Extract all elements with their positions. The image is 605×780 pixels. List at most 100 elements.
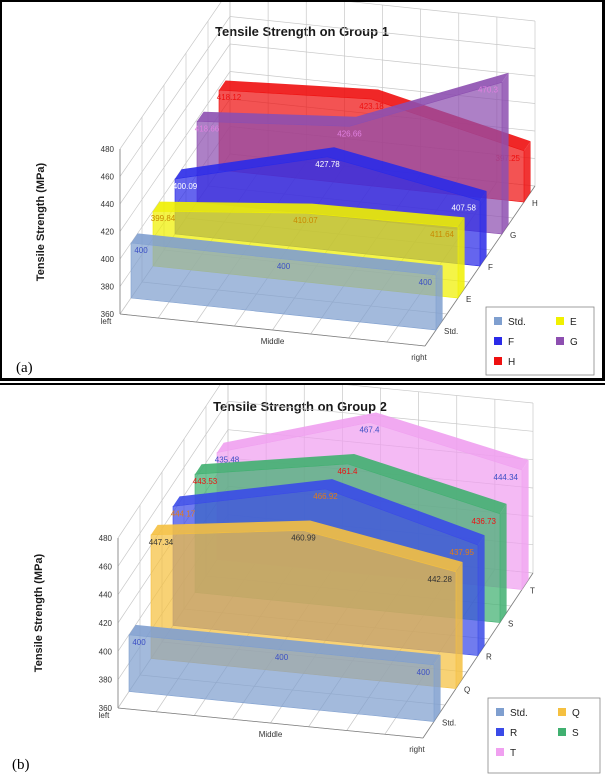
x-tick-label: right bbox=[409, 745, 425, 754]
legend-label: E bbox=[570, 317, 577, 328]
data-label: 427.78 bbox=[315, 160, 340, 169]
data-label: 410.07 bbox=[293, 216, 318, 225]
depth-tick-label: Std. bbox=[442, 719, 456, 728]
y-tick-label: 480 bbox=[101, 145, 115, 154]
depth-tick-label: T bbox=[530, 587, 535, 596]
panel-label: (a) bbox=[16, 360, 33, 376]
data-label: 444.34 bbox=[494, 473, 519, 482]
data-label: 447.34 bbox=[149, 538, 174, 547]
data-label: 443.53 bbox=[193, 477, 218, 486]
data-label: 418.12 bbox=[217, 93, 242, 102]
legend-swatch bbox=[496, 748, 504, 756]
depth-tick-label: R bbox=[486, 653, 492, 662]
series-top bbox=[219, 80, 531, 151]
depth-tick-label: E bbox=[466, 295, 471, 304]
data-label: 467.4 bbox=[359, 425, 380, 434]
data-label: 436.73 bbox=[472, 517, 497, 526]
x-tick-label: left bbox=[99, 711, 110, 720]
data-label: 407.58 bbox=[452, 204, 477, 213]
y-tick-label: 400 bbox=[101, 255, 115, 264]
data-label: 437.95 bbox=[450, 548, 475, 557]
data-label: 444.17 bbox=[171, 509, 196, 518]
legend-box bbox=[485, 306, 595, 376]
legend-label: G bbox=[570, 337, 578, 348]
x-tick-label: right bbox=[411, 353, 427, 362]
panel-label: (b) bbox=[12, 757, 30, 773]
legend-swatch bbox=[556, 317, 564, 325]
legend-label: H bbox=[508, 357, 515, 368]
x-tick-label: left bbox=[101, 317, 112, 326]
legend-swatch bbox=[556, 337, 564, 345]
data-label: 400 bbox=[417, 668, 431, 677]
chart-panel-b: Tensile Strength on Group 2 360 380 400 420 4… bbox=[0, 383, 605, 778]
y-tick-label: 380 bbox=[99, 676, 113, 685]
series-side bbox=[522, 460, 529, 590]
series-top bbox=[197, 72, 509, 127]
series-side bbox=[436, 265, 443, 330]
gridline bbox=[117, 385, 534, 539]
chart-panel-a: Tensile Strength on Group 1 360 380 400 420 4… bbox=[0, 0, 605, 381]
gridline bbox=[119, 2, 536, 150]
series-top bbox=[129, 624, 441, 665]
data-label: 400 bbox=[134, 246, 148, 255]
chart-title: Tensile Strength on Group 1 bbox=[215, 24, 389, 39]
legend-swatch bbox=[558, 708, 566, 716]
legend-swatch bbox=[494, 317, 502, 325]
y-tick-label: 440 bbox=[101, 200, 115, 209]
depth-tick-label: Q bbox=[464, 686, 470, 695]
data-label: 400 bbox=[277, 262, 291, 271]
legend-box bbox=[487, 697, 601, 774]
depth-tick-label: Std. bbox=[444, 327, 458, 336]
y-tick-label: 360 bbox=[99, 704, 113, 713]
legend-swatch bbox=[558, 728, 566, 736]
legend-label: F bbox=[508, 337, 514, 348]
data-label: 411.64 bbox=[430, 230, 454, 239]
series-side bbox=[478, 535, 485, 656]
legend-label: S bbox=[572, 728, 579, 739]
y-tick-label: 420 bbox=[99, 619, 113, 628]
legend-swatch bbox=[496, 708, 504, 716]
series-side bbox=[500, 503, 507, 623]
series-top bbox=[175, 147, 487, 201]
y-tick-label: 380 bbox=[101, 283, 115, 292]
series-top bbox=[195, 454, 507, 514]
series-top bbox=[217, 412, 529, 470]
x-tick-label: Middle bbox=[261, 337, 285, 346]
x-tick-label: Middle bbox=[259, 730, 283, 739]
series-side bbox=[434, 654, 441, 722]
data-label: 470.3 bbox=[478, 85, 499, 94]
data-label: 400.09 bbox=[173, 182, 198, 191]
data-label: 400 bbox=[275, 653, 289, 662]
series-std: 400 400 400 bbox=[128, 624, 441, 722]
data-label: 400 bbox=[132, 638, 146, 647]
x-axis-line bbox=[117, 707, 424, 739]
data-label: 399.84 bbox=[151, 214, 176, 223]
series-top bbox=[151, 520, 463, 572]
series-side bbox=[502, 72, 509, 234]
y-tick-label: 400 bbox=[99, 647, 113, 656]
series-side bbox=[524, 141, 531, 202]
legend-label: Q bbox=[572, 708, 580, 719]
legend-label: R bbox=[510, 728, 517, 739]
series-top bbox=[131, 233, 443, 275]
y-tick-label: 440 bbox=[99, 591, 113, 600]
legend-label: T bbox=[510, 748, 516, 759]
depth-tick-label: S bbox=[508, 620, 513, 629]
series-top bbox=[153, 201, 465, 227]
series-side bbox=[458, 217, 465, 298]
y-tick-label: 460 bbox=[101, 173, 115, 182]
y-axis-label: Tensile Strength (MPa) bbox=[35, 162, 47, 281]
chart-title: Tensile Strength on Group 2 bbox=[213, 399, 387, 414]
series-top bbox=[173, 479, 485, 546]
series-side bbox=[456, 562, 463, 689]
y-tick-label: 420 bbox=[101, 228, 115, 237]
data-label: 418.66 bbox=[195, 124, 220, 133]
data-label: 442.28 bbox=[428, 575, 453, 584]
data-label: 435.48 bbox=[215, 456, 240, 465]
chart-b-svg: Tensile Strength on Group 2 360 380 400 420 4… bbox=[12, 385, 601, 774]
x-axis-line bbox=[119, 313, 426, 347]
legend-label: Std. bbox=[510, 708, 528, 719]
y-axis-label: Tensile Strength (MPa) bbox=[33, 553, 45, 672]
depth-tick-label: F bbox=[488, 263, 493, 272]
data-label: 400 bbox=[419, 278, 433, 287]
